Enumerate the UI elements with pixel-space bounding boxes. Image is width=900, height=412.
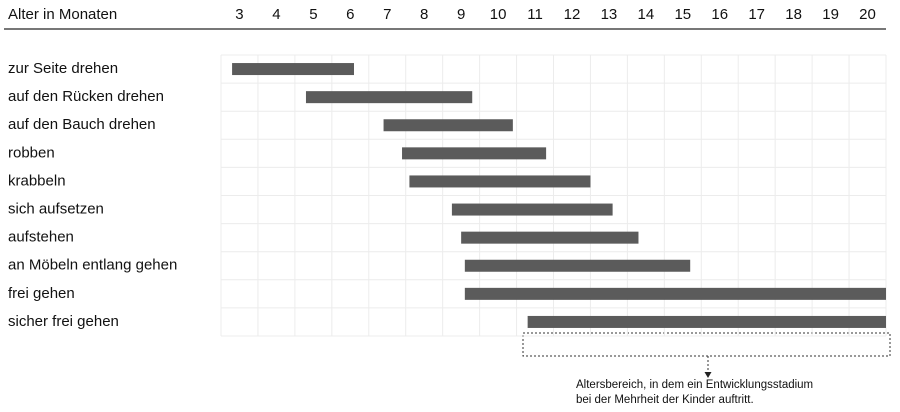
y-tick-label: sich aufsetzen [8,201,104,218]
range-bracket [522,332,891,357]
y-tick-label: auf den Rücken drehen [8,88,164,105]
y-tick-label: aufstehen [8,229,74,246]
y-tick-label: krabbeln [8,172,66,189]
x-tick-label: 12 [564,6,581,23]
x-tick-label: 5 [309,6,317,23]
y-tick-label: auf den Bauch drehen [8,116,156,133]
bar [461,231,639,244]
y-tick-label: sicher frei gehen [8,313,119,330]
bar [451,203,613,216]
x-tick-label: 20 [859,6,876,23]
x-tick-label: 4 [272,6,280,23]
annotation: Altersbereich, in dem ein Entwicklungsst… [576,379,813,391]
bar [232,63,354,76]
x-tick-label: 8 [420,6,428,23]
x-tick-label: 15 [674,6,691,23]
y-tick-label: frei gehen [8,285,75,302]
x-tick-label: 18 [785,6,802,23]
x-tick-label: 9 [457,6,465,23]
y-tick-label: an Möbeln entlang gehen [8,257,177,274]
x-tick-label: 6 [346,6,354,23]
y-tick-label: zur Seite drehen [8,60,118,77]
bar [464,287,886,300]
x-tick-label: 13 [601,6,618,23]
x-tick-label: 3 [235,6,243,23]
y-tick-label: robben [8,144,55,161]
x-tick-label: 16 [711,6,728,23]
arrow-head [704,372,712,378]
bar [402,147,547,160]
x-tick-label: 10 [490,6,507,23]
bar [409,175,591,188]
x-axis-title: Alter in Monaten [8,6,117,23]
x-tick-label: 17 [748,6,765,23]
x-tick-label: 19 [822,6,839,23]
bar [305,91,473,104]
bar [383,119,513,132]
bar [464,259,691,272]
x-tick-label: 11 [527,6,543,23]
x-tick-label: 7 [383,6,391,23]
annotation: bei der Mehrheit der Kinder auftritt. [576,394,754,406]
bar [527,315,886,328]
x-tick-label: 14 [638,6,655,23]
